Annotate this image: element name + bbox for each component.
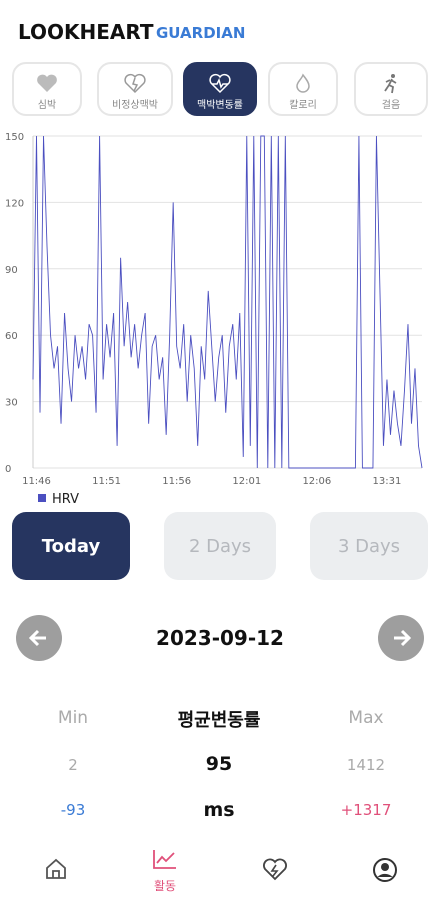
nav-heart[interactable]	[262, 857, 288, 881]
legend-swatch	[38, 494, 46, 502]
period-button[interactable]: 3 Days	[310, 512, 428, 580]
tab[interactable]: 비정상맥박	[97, 62, 173, 116]
x-tick-label: 12:06	[302, 476, 331, 487]
app-title: LOOKHEART	[18, 20, 154, 44]
icon	[384, 74, 397, 94]
stat-value: 1412	[346, 756, 386, 774]
tab-label: 비정상맥박	[112, 100, 158, 111]
stat-value: 2	[68, 756, 78, 774]
data-line	[32, 135, 423, 469]
stat-label: Max	[348, 708, 384, 728]
app-subtitle: GUARDIAN	[156, 24, 246, 42]
tab[interactable]: 심박	[12, 62, 82, 116]
icon	[296, 73, 310, 93]
tab-label: 맥박변동률	[197, 100, 243, 111]
tab-label: 걸음	[381, 100, 401, 111]
prev-button[interactable]	[16, 615, 62, 661]
y-tick-label: 120	[5, 198, 24, 209]
x-tick-label: 13:31	[373, 476, 402, 487]
nav-profile[interactable]	[372, 857, 398, 883]
y-tick-label: 0	[5, 464, 11, 475]
x-tick-label: 11:51	[92, 476, 121, 487]
stat-value: 95	[205, 753, 233, 775]
stat-label: 평균변동률	[177, 710, 261, 731]
icon	[209, 73, 231, 94]
legend-label: HRV	[52, 492, 79, 506]
y-tick-label: 150	[5, 132, 24, 143]
stat-unit: ms	[203, 799, 235, 821]
y-tick-label: 60	[5, 331, 18, 342]
tab-label: 칼로리	[289, 100, 317, 111]
x-tick-label: 11:46	[22, 476, 51, 487]
nav-activity[interactable]	[152, 848, 178, 870]
nav-home[interactable]	[44, 857, 68, 881]
tab[interactable]: 걸음	[354, 62, 428, 116]
tab[interactable]: 칼로리	[268, 62, 338, 116]
icon	[37, 74, 57, 92]
stat-diff: -93	[60, 801, 86, 819]
tab-label: 심박	[37, 100, 57, 111]
icon	[124, 73, 146, 94]
period-button[interactable]: 2 Days	[164, 512, 276, 580]
period-button[interactable]: Today	[12, 512, 130, 580]
y-tick-label: 90	[5, 265, 18, 276]
x-tick-label: 11:56	[162, 476, 191, 487]
chart: 0 30 60 90 120 150 11:46 11:51 11:56 12:01 12:06 13…	[5, 132, 423, 506]
date: 2023-09-12	[156, 626, 284, 650]
next-button[interactable]	[378, 615, 424, 661]
stat-label: Min	[57, 708, 89, 728]
x-tick-label: 12:01	[232, 476, 261, 487]
nav-label: 활동	[153, 879, 177, 893]
tab[interactable]: 맥박변동률	[183, 62, 257, 116]
stat-diff: +1317	[340, 801, 392, 819]
y-tick-label: 30	[5, 398, 18, 409]
